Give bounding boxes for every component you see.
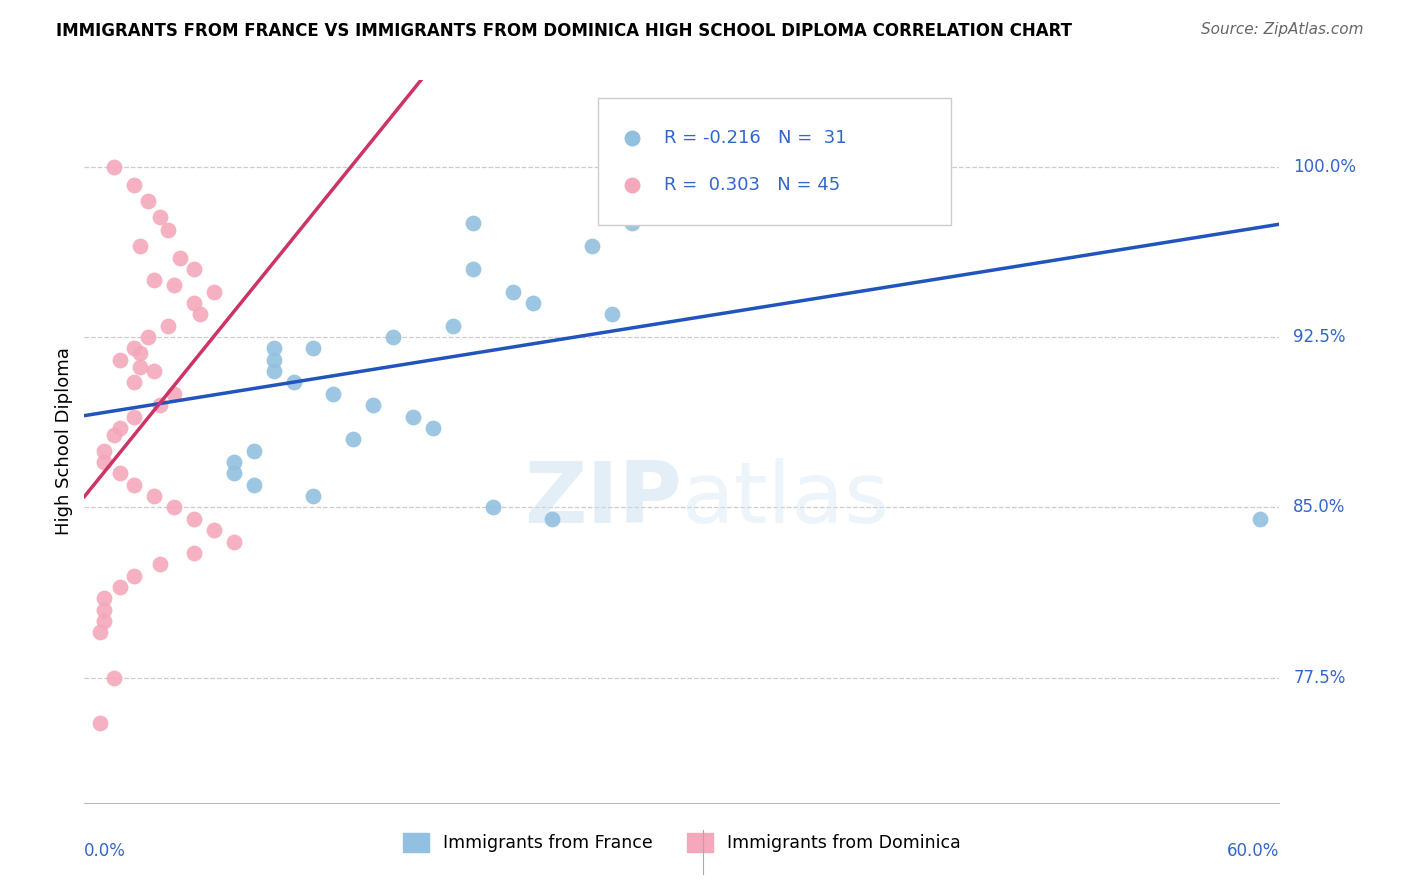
Point — [522, 296, 544, 310]
Point — [103, 160, 125, 174]
Text: 100.0%: 100.0% — [1294, 158, 1357, 176]
Point — [222, 455, 245, 469]
Text: 77.5%: 77.5% — [1294, 669, 1346, 687]
Text: 60.0%: 60.0% — [1227, 842, 1279, 860]
Point — [129, 346, 152, 360]
Point — [441, 318, 464, 333]
Point — [93, 602, 115, 616]
Point — [122, 376, 145, 390]
Point — [143, 364, 166, 378]
Point — [129, 359, 152, 374]
Point — [169, 251, 191, 265]
Point — [149, 558, 172, 572]
Point — [93, 591, 115, 606]
Point — [183, 512, 205, 526]
Point — [986, 489, 1008, 503]
Point — [110, 580, 132, 594]
Point — [541, 512, 564, 526]
Point — [242, 477, 264, 491]
Point — [342, 432, 364, 446]
Point — [103, 427, 125, 442]
Point — [263, 342, 285, 356]
Point — [581, 239, 603, 253]
Point — [103, 671, 125, 685]
Point — [621, 216, 644, 230]
Point — [183, 261, 205, 276]
Point — [183, 546, 205, 560]
Point — [93, 443, 115, 458]
Point — [122, 409, 145, 424]
Point — [263, 364, 285, 378]
Point — [422, 421, 444, 435]
Point — [986, 342, 1008, 356]
Point — [122, 342, 145, 356]
Point — [302, 342, 325, 356]
Text: 92.5%: 92.5% — [1294, 328, 1346, 346]
Point — [283, 376, 305, 390]
Point — [89, 625, 111, 640]
Point — [143, 273, 166, 287]
Legend: Immigrants from France, Immigrants from Dominica: Immigrants from France, Immigrants from … — [396, 826, 967, 859]
Point — [302, 489, 325, 503]
Point — [188, 307, 211, 321]
Point — [163, 277, 186, 292]
Point — [600, 160, 623, 174]
Point — [157, 223, 180, 237]
Point — [183, 296, 205, 310]
Point — [163, 387, 186, 401]
Point — [481, 500, 503, 515]
Point — [163, 500, 186, 515]
Point — [382, 330, 405, 344]
Point — [222, 467, 245, 481]
Point — [502, 285, 524, 299]
Y-axis label: High School Diploma: High School Diploma — [55, 348, 73, 535]
Point — [1249, 512, 1271, 526]
Text: 85.0%: 85.0% — [1294, 499, 1346, 516]
Point — [322, 387, 344, 401]
Point — [461, 261, 484, 276]
Text: 0.0%: 0.0% — [84, 842, 127, 860]
Text: IMMIGRANTS FROM FRANCE VS IMMIGRANTS FROM DOMINICA HIGH SCHOOL DIPLOMA CORRELATI: IMMIGRANTS FROM FRANCE VS IMMIGRANTS FRO… — [56, 22, 1073, 40]
Point — [122, 178, 145, 192]
Point — [222, 534, 245, 549]
FancyBboxPatch shape — [599, 98, 950, 225]
Text: atlas: atlas — [682, 458, 890, 541]
Point — [122, 568, 145, 582]
Point — [93, 455, 115, 469]
Point — [202, 285, 225, 299]
Text: R = -0.216   N =  31: R = -0.216 N = 31 — [664, 129, 846, 147]
Point — [242, 443, 264, 458]
Point — [136, 194, 159, 208]
Point — [129, 239, 152, 253]
Text: ZIP: ZIP — [524, 458, 682, 541]
Point — [600, 307, 623, 321]
Point — [149, 398, 172, 412]
Point — [89, 716, 111, 731]
Point — [263, 352, 285, 367]
Point — [361, 398, 384, 412]
Point — [202, 523, 225, 537]
Point — [122, 477, 145, 491]
Point — [402, 409, 425, 424]
Point — [461, 216, 484, 230]
Point — [700, 164, 723, 178]
Text: R =  0.303   N = 45: R = 0.303 N = 45 — [664, 176, 841, 194]
Point — [136, 330, 159, 344]
Point — [661, 160, 683, 174]
Point — [110, 421, 132, 435]
Point — [149, 210, 172, 224]
Point — [110, 467, 132, 481]
Point — [720, 160, 742, 174]
Point — [157, 318, 180, 333]
Point — [93, 614, 115, 628]
Text: Source: ZipAtlas.com: Source: ZipAtlas.com — [1201, 22, 1364, 37]
Point — [143, 489, 166, 503]
Point — [110, 352, 132, 367]
